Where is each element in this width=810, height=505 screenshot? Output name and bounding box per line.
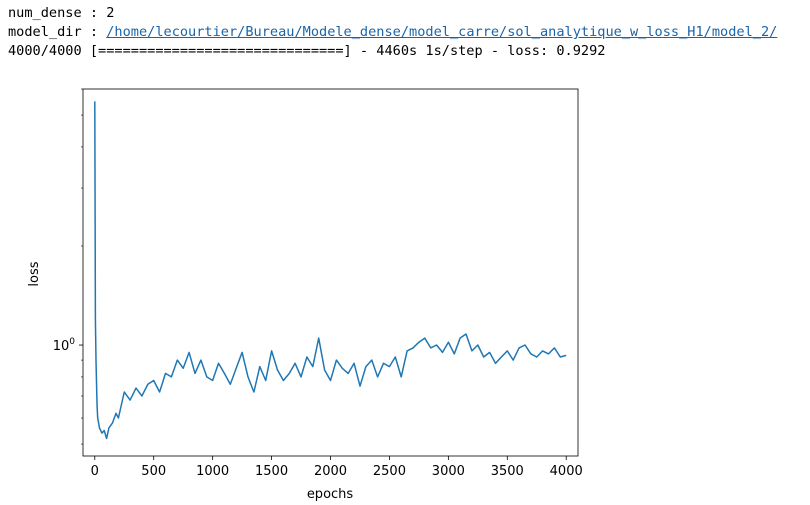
num-dense-value: 2 <box>106 5 115 21</box>
progress-line: 4000/4000 [=============================… <box>8 43 606 59</box>
x-tick-label: 1500 <box>255 464 288 479</box>
plot-frame <box>82 88 579 457</box>
x-tick-label: 0 <box>91 464 99 479</box>
x-tick-label: 2000 <box>314 464 347 479</box>
x-axis-ticks: 0 500 1000 1500 2000 2500 3000 3500 4000 <box>91 456 583 479</box>
num-dense-label: num_dense : <box>8 5 107 21</box>
y-tick-label: 100 <box>53 337 76 354</box>
x-axis-label: epochs <box>307 487 354 502</box>
y-axis-label: loss <box>27 261 42 286</box>
y-axis-ticks: 100 <box>53 88 83 445</box>
x-tick-label: 4000 <box>550 464 583 479</box>
x-tick-label: 3500 <box>491 464 524 479</box>
x-tick-label: 500 <box>141 464 166 479</box>
model-dir-link[interactable]: /home/lecourtier/Bureau/Modele_dense/mod… <box>106 24 778 40</box>
model-dir-label: model_dir : <box>8 24 107 40</box>
loss-series-line <box>94 101 567 440</box>
num-dense-line: num_dense : 2 <box>8 4 777 23</box>
x-tick-label: 3000 <box>432 464 465 479</box>
x-tick-label: 2500 <box>373 464 406 479</box>
notebook-output: num_dense : 2 model_dir : /home/lecourtie… <box>8 4 777 61</box>
x-tick-label: 1000 <box>196 464 229 479</box>
model-dir-line: model_dir : /home/lecourtier/Bureau/Mode… <box>8 23 777 42</box>
